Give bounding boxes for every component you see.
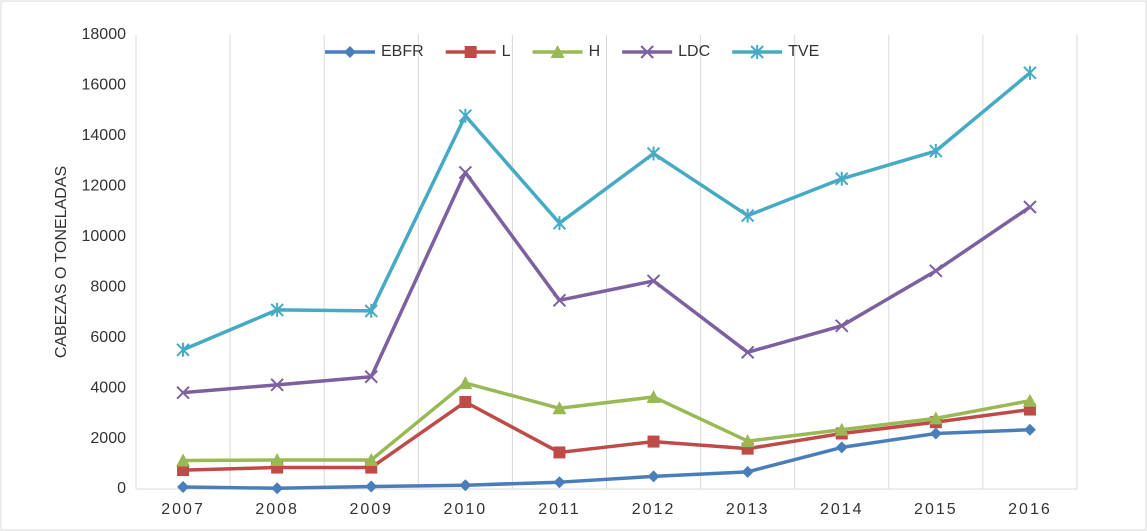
marker [929,144,943,159]
marker [177,480,190,493]
marker [552,401,567,415]
x-tick-label: 2013 [726,501,770,518]
legend-label: EBFR [381,43,424,60]
marker [750,45,764,59]
series-line [183,427,1031,490]
marker [740,434,755,448]
marker [176,342,190,357]
marker [929,427,942,440]
marker [459,395,472,408]
marker [553,476,566,489]
marker [835,319,849,333]
y-tick-label: 18000 [82,26,127,43]
marker [647,435,660,448]
marker [1023,200,1037,214]
x-tick-label: 2010 [444,501,488,518]
marker [1022,393,1037,407]
x-tick-label: 2016 [1008,501,1052,518]
legend-label: LDC [678,43,710,60]
y-tick-label: 14000 [82,127,127,144]
marker [741,465,754,478]
marker [176,385,190,400]
marker [1023,65,1037,80]
marker [1023,423,1036,436]
y-tick-label: 16000 [82,77,127,94]
marker [928,411,943,425]
y-tick-label: 10000 [82,228,127,245]
marker [740,345,755,360]
marker [552,216,567,231]
marker [550,45,565,58]
marker [646,389,661,403]
y-tick-label: 6000 [90,329,126,346]
y-tick-label: 8000 [90,278,126,295]
marker [364,303,378,318]
x-tick-label: 2009 [349,501,393,518]
marker [271,482,284,495]
x-tick-label: 2007 [161,501,205,518]
marker [464,46,477,58]
marker [270,378,284,392]
marker [553,446,566,459]
marker [364,370,378,384]
marker [177,464,190,477]
marker [647,470,660,483]
marker [646,274,661,288]
legend-label: H [589,43,601,60]
x-tick-label: 2012 [632,501,676,518]
marker [640,45,654,59]
marker [1023,403,1036,416]
marker [834,422,849,436]
x-tick-label: 2015 [914,501,958,518]
marker [552,293,567,308]
legend-label: L [502,43,511,60]
series-line [182,71,1032,352]
marker [835,171,849,186]
series-line [183,400,1031,472]
marker [458,376,473,390]
y-axis-label: CABEZAS O TONELADAS [53,166,70,358]
y-tick-label: 2000 [90,430,126,447]
marker [365,480,378,493]
marker [458,165,473,180]
series-line [182,170,1031,395]
series-line [183,381,1031,463]
marker [646,146,661,161]
marker [364,452,379,466]
marker [459,479,472,492]
x-tick-label: 2008 [255,501,299,518]
marker [458,108,473,123]
marker [270,452,285,466]
marker [270,302,284,317]
x-tick-label: 2014 [820,501,864,518]
marker [835,441,848,454]
y-tick-label: 12000 [82,178,127,195]
x-tick-label: 2011 [538,501,580,518]
marker [929,264,943,278]
legend-label: TVE [788,43,819,60]
marker [344,46,356,58]
marker [176,453,191,467]
marker [740,208,755,223]
y-tick-label: 0 [117,480,126,497]
y-tick-label: 4000 [90,379,126,396]
